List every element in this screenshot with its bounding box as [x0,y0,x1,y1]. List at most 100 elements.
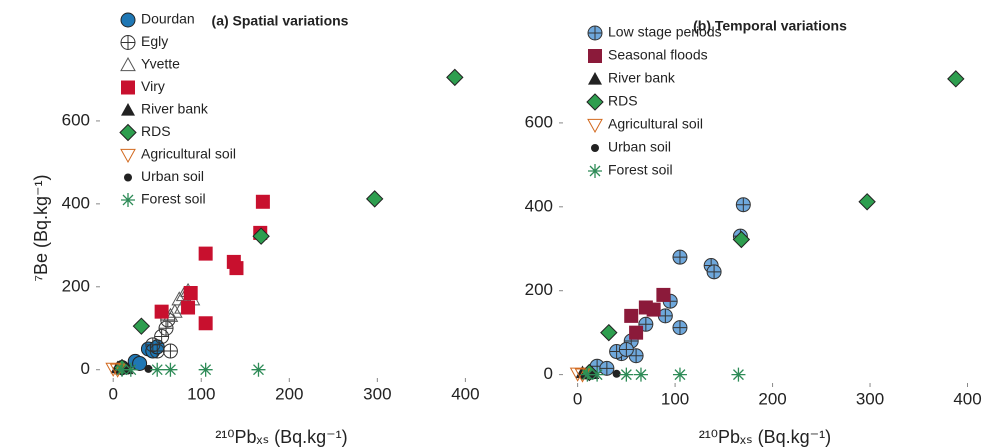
x-tick-label: 400 [451,384,479,403]
marker [166,303,183,318]
marker [154,304,169,319]
marker [656,287,671,302]
marker [588,164,602,178]
y-tick-label: 200 [62,276,90,295]
marker [600,323,618,342]
y-tick-label: 400 [62,193,90,212]
marker [618,341,634,357]
marker [947,70,965,88]
marker [121,80,135,95]
x-tick-label: 400 [953,389,981,408]
y-tick-label: 600 [525,112,553,131]
marker [588,72,602,85]
marker [732,230,751,249]
x-tick-label: 200 [275,384,303,403]
marker [124,173,132,182]
marker [115,362,130,377]
marker [132,317,151,335]
x-tick-label: 0 [573,389,582,408]
legend-label: Egly [141,33,168,49]
marker [633,367,648,382]
x-tick-label: 100 [187,384,215,403]
marker [229,261,244,276]
marker [591,144,599,152]
marker [120,35,136,50]
legend-label: Yvette [141,56,180,72]
marker [123,362,138,377]
marker [163,362,178,377]
marker [619,367,634,382]
marker [624,308,639,323]
marker [672,367,687,382]
legend-label: RDS [141,123,171,139]
x-tick-label: 300 [856,389,884,408]
x-axis-label: ²¹⁰Pbₓₛ (Bq.kg⁻¹) [215,427,347,447]
marker [162,343,178,359]
marker [590,367,605,382]
legend-label: Agricultural soil [141,146,236,162]
legend-label: Urban soil [608,139,671,155]
x-axis-label: ²¹⁰Pbₓₛ (Bq.kg⁻¹) [699,427,831,447]
marker [132,355,148,371]
marker [120,12,136,28]
marker [119,123,137,142]
y-tick-label: 400 [525,196,553,215]
marker [735,197,751,213]
marker [706,264,722,280]
legend-label: River bank [141,101,209,117]
marker [120,56,136,72]
y-tick-label: 0 [81,359,90,378]
marker [858,193,876,211]
marker [121,103,135,116]
marker [588,49,602,63]
marker [629,325,644,340]
marker [580,367,595,382]
chart-title: (b) Temporal variations [693,18,847,34]
marker [150,362,165,377]
legend-label: RDS [608,93,638,109]
marker [612,369,621,378]
marker [446,68,464,87]
legend-label: Low stage periods [608,24,722,40]
marker [638,300,653,315]
marker [145,337,161,353]
marker [154,329,170,345]
legend-label: Urban soil [141,168,204,184]
marker [198,362,213,377]
legend-label: Dourdan [141,11,195,27]
legend-label: River bank [608,70,676,86]
marker [731,367,746,382]
y-tick-label: 0 [544,364,553,383]
y-tick-label: 200 [525,280,553,299]
marker [198,316,213,331]
legend-label: Seasonal floods [608,47,708,63]
marker [181,300,196,315]
marker [144,364,153,373]
marker [657,308,673,324]
marker [587,118,603,134]
marker [120,148,136,164]
marker [251,362,266,377]
marker [252,227,270,245]
x-tick-label: 0 [108,384,117,403]
chart-title: (a) Spatial variations [212,13,349,29]
x-tick-label: 100 [661,389,689,408]
y-axis-label: ⁷Be (Bq.kg⁻¹) [31,174,51,281]
marker [198,246,213,261]
x-tick-label: 300 [363,384,391,403]
marker [599,360,615,376]
marker [183,286,198,300]
legend-label: Agricultural soil [608,116,703,132]
marker [255,194,270,209]
legend-label: Forest soil [141,191,206,207]
y-tick-label: 600 [62,110,90,129]
marker [672,249,688,265]
marker [672,320,688,336]
marker [365,190,384,208]
legend-label: Viry [141,78,165,94]
legend-label: Forest soil [608,162,673,178]
marker [587,25,603,41]
marker [586,93,604,111]
